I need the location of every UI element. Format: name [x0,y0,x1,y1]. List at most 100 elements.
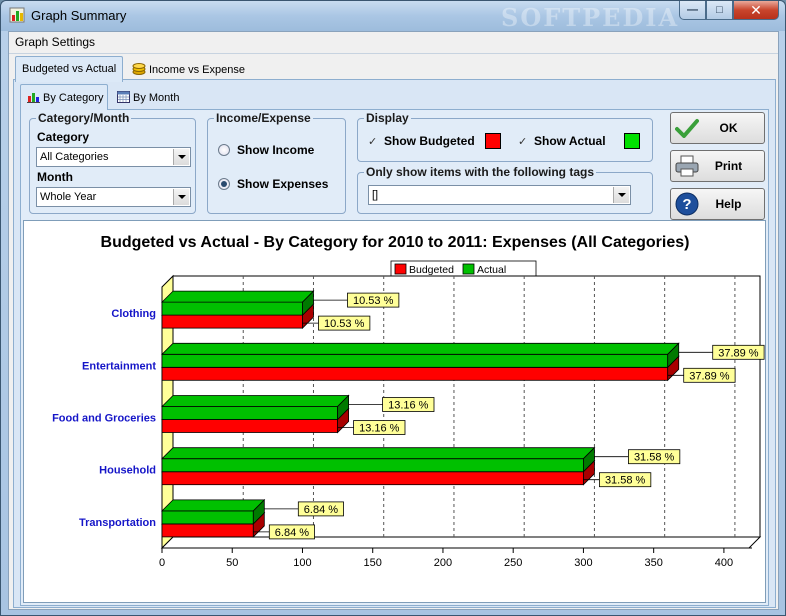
show-income-radio[interactable]: Show Income [218,143,314,157]
close-icon: ✕ [750,1,762,18]
legend-swatch [394,263,407,275]
budgeted-bar-front [161,366,669,381]
income-expense-legend: Income/Expense [214,111,313,125]
tab-by-category[interactable]: By Category [20,84,108,110]
show-budgeted-checkbox[interactable]: ✓ Show Budgeted [368,133,501,149]
tags-group: Only show items with the following tags … [357,165,653,214]
budgeted-data-label: 10.53 % [324,318,365,330]
show-expenses-label: Show Expenses [237,177,329,191]
x-tick-label: 300 [574,557,592,569]
checkmark-icon[interactable]: ✓ [368,135,378,148]
tab-budgeted-vs-actual[interactable]: Budgeted vs Actual [15,56,123,82]
budgeted-bar-front [161,523,254,538]
x-tick-label: 100 [293,557,311,569]
by-category-panel: Category/Month Category All Categories M… [20,109,769,606]
y-category-label: Transportation [79,517,156,529]
x-tick-label: 400 [715,557,733,569]
show-actual-label: Show Actual [534,134,606,148]
checkmark-icon[interactable]: ✓ [518,135,528,148]
chart-plot: 0 50 100 150 200 250 300 350 400 Clothing 10.53 % 1… [52,274,765,569]
actual-bar-top [161,395,350,407]
actual-data-label-box [628,449,681,465]
actual-data-label-box [382,397,435,412]
x-tick-label: 50 [226,557,238,569]
category-select[interactable]: All Categories [36,147,191,167]
actual-bar [161,394,350,421]
graph-settings-header[interactable]: Graph Settings [9,32,778,54]
legend-entry: Actual [477,264,506,276]
printer-icon [671,155,703,177]
tab-budgeted-vs-actual-label: Budgeted vs Actual [22,63,117,75]
help-label: Help [715,197,742,211]
show-actual-checkbox[interactable]: ✓ Show Actual [518,133,640,149]
display-group: Display ✓ Show Budgeted ✓ Show Actual [357,111,653,162]
budgeted-data-label-box [318,315,371,331]
actual-bar [161,290,315,317]
budgeted-bar-front [161,419,338,433]
radio-income[interactable] [218,144,230,156]
actual-bar-side [337,394,349,421]
budgeted-data-label: 37.89 % [689,370,730,382]
chevron-down-icon[interactable] [173,189,189,205]
budgeted-bar-front [161,314,303,329]
close-button[interactable]: ✕ [733,1,779,20]
actual-bar-front [161,353,669,368]
actual-bar [161,498,266,525]
month-select[interactable]: Whole Year [36,187,191,207]
month-label: Month [37,170,73,184]
actual-bar-side [583,446,595,473]
window-title: Graph Summary [31,8,127,23]
show-income-label: Show Income [237,143,315,157]
actual-data-label-box [712,344,765,360]
actual-bar-side [252,498,265,525]
budgeted-bar-front [161,471,584,486]
title-bar[interactable]: Graph Summary SOFTPEDIA — □ ✕ [1,1,785,32]
budgeted-data-label-box [353,420,406,435]
chart-title: Budgeted vs Actual - By Category for 201… [101,234,690,251]
category-label: Category [37,130,90,144]
budgeted-data-label-box [599,472,652,488]
radio-expenses[interactable] [218,178,230,190]
budgeted-data-label: 6.84 % [275,527,309,539]
tab-by-month-label: By Month [133,92,180,104]
maximize-button[interactable]: □ [706,1,733,20]
x-tick-label: 250 [504,557,522,569]
legend-entry: Budgeted [409,264,454,276]
actual-bar-top [161,499,266,512]
svg-text:?: ? [682,196,691,213]
budgeted-color-swatch[interactable] [484,133,501,149]
minimize-button[interactable]: — [679,1,706,20]
chart-area: Budgeted vs Actual - By Category for 201… [23,220,766,603]
help-button[interactable]: ? Help [670,188,765,220]
tab-by-category-label: By Category [43,92,104,104]
show-expenses-radio[interactable]: Show Expenses [218,177,328,191]
chart-app-icon [9,7,25,23]
y-category-label: Household [99,465,156,477]
tags-legend: Only show items with the following tags [364,165,597,179]
x-tick-label: 150 [364,557,382,569]
budgeted-data-label-box [268,524,315,540]
budgeted-data-label-box [683,367,736,383]
x-tick-label: 200 [434,557,452,569]
actual-bar [161,446,596,473]
y-category-label: Food and Groceries [52,413,156,425]
actual-bar-front [161,510,254,525]
x-tick-label: 0 [159,557,165,569]
tags-select[interactable]: [] [368,185,631,205]
month-select-value: Whole Year [40,191,97,203]
y-category-label: Clothing [111,308,156,320]
display-legend: Display [364,111,411,125]
actual-data-label: 6.84 % [304,504,338,516]
bar-chart-icon [27,93,40,103]
print-button[interactable]: Print [670,150,765,182]
chevron-down-icon[interactable] [613,187,629,203]
tab-by-month[interactable]: By Month [110,84,190,108]
tab-income-vs-expense[interactable]: Income vs Expense [125,56,255,80]
print-label: Print [714,159,743,173]
chevron-down-icon[interactable] [173,149,189,165]
actual-color-swatch[interactable] [623,133,640,149]
actual-data-label-box [347,292,400,308]
ok-button[interactable]: OK [670,112,765,144]
maximize-icon: □ [716,4,723,16]
